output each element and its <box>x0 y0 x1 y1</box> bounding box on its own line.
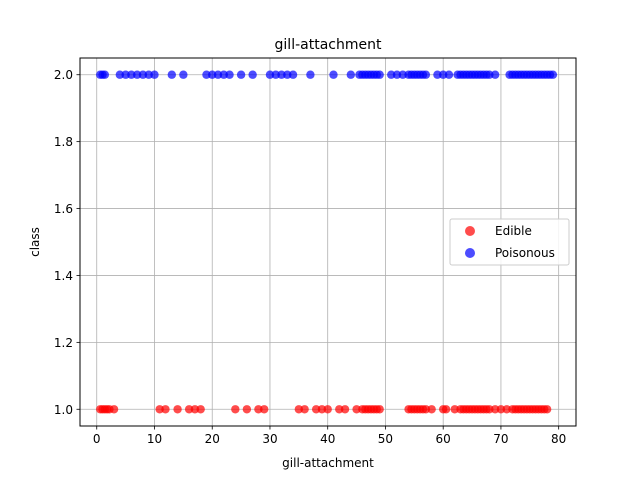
data-point-poisonous <box>132 70 142 79</box>
data-point-edible <box>323 405 332 414</box>
legend-marker-edible <box>465 226 475 236</box>
data-point-edible <box>300 405 309 414</box>
y-tick-label: 1.6 <box>54 202 73 216</box>
y-axis-ticks: 1.0 1.2 1.4 1.6 1.8 2.0 <box>54 68 80 417</box>
x-tick-label: 40 <box>320 432 335 446</box>
data-point-poisonous <box>144 70 153 79</box>
y-tick-label: 1.4 <box>54 269 73 283</box>
data-point-edible <box>375 405 384 414</box>
x-axis-label: gill-attachment <box>282 456 374 470</box>
data-point-edible <box>231 405 240 414</box>
data-point-edible <box>311 405 321 414</box>
data-point-edible <box>259 405 269 414</box>
data-point-edible <box>441 405 451 414</box>
data-point-edible <box>485 405 494 414</box>
data-point-poisonous <box>398 70 407 79</box>
data-point-poisonous <box>421 70 431 79</box>
legend: Edible Poisonous <box>449 218 570 266</box>
data-point-poisonous <box>283 70 292 79</box>
data-point-poisonous <box>167 70 177 79</box>
data-point-edible <box>496 405 506 414</box>
data-point-poisonous <box>438 70 448 79</box>
data-point-edible <box>196 405 205 414</box>
data-point-edible <box>242 405 252 414</box>
data-point-poisonous <box>329 70 338 79</box>
data-point-poisonous <box>485 70 494 79</box>
y-axis-label: class <box>28 227 42 257</box>
x-tick-label: 70 <box>493 432 508 446</box>
data-point-poisonous <box>127 70 136 79</box>
data-point-poisonous <box>392 70 402 79</box>
data-point-poisonous <box>277 70 286 79</box>
data-point-poisonous <box>265 70 275 79</box>
data-point-poisonous <box>179 70 188 79</box>
x-tick-label: 0 <box>93 432 101 446</box>
data-point-poisonous <box>219 70 228 79</box>
grid <box>80 58 576 426</box>
x-tick-label: 50 <box>378 432 393 446</box>
data-point-poisonous <box>202 70 211 79</box>
series-poisonous <box>96 70 558 79</box>
data-point-edible <box>161 405 170 414</box>
x-axis-ticks: 0 10 20 30 40 50 60 70 80 <box>93 426 566 446</box>
data-point-poisonous <box>306 70 315 79</box>
chart-title: gill-attachment <box>275 37 382 53</box>
y-tick-label: 1.8 <box>54 135 73 149</box>
data-point-poisonous <box>387 70 396 79</box>
x-tick-label: 20 <box>205 432 220 446</box>
y-tick-label: 1.0 <box>54 403 73 417</box>
data-point-poisonous <box>375 70 384 79</box>
data-point-poisonous <box>150 70 159 79</box>
data-point-poisonous <box>248 70 257 79</box>
data-point-edible <box>502 405 511 414</box>
legend-label-edible: Edible <box>495 224 532 238</box>
data-point-poisonous <box>548 70 558 79</box>
data-point-poisonous <box>271 70 280 79</box>
data-point-poisonous <box>433 70 442 79</box>
data-point-edible <box>294 405 304 414</box>
data-point-edible <box>155 405 164 414</box>
data-point-edible <box>450 405 459 414</box>
data-point-poisonous <box>138 70 148 79</box>
y-tick-label: 2.0 <box>54 68 73 82</box>
data-point-poisonous <box>288 70 298 79</box>
data-point-edible <box>490 405 500 414</box>
data-point-edible <box>173 405 182 414</box>
data-point-edible <box>109 405 119 414</box>
data-point-poisonous <box>208 70 217 79</box>
data-point-edible <box>184 405 194 414</box>
data-point-edible <box>190 405 200 414</box>
x-tick-label: 80 <box>551 432 566 446</box>
x-tick-label: 30 <box>262 432 277 446</box>
x-tick-label: 60 <box>436 432 451 446</box>
data-point-poisonous <box>115 70 125 79</box>
data-point-edible <box>340 405 350 414</box>
data-point-poisonous <box>346 70 356 79</box>
data-point-poisonous <box>236 70 246 79</box>
x-tick-label: 10 <box>147 432 162 446</box>
series-edible <box>96 405 552 414</box>
data-point-edible <box>335 405 344 414</box>
data-point-edible <box>352 405 361 414</box>
legend-box <box>449 218 570 266</box>
data-point-edible <box>542 405 552 414</box>
data-point-poisonous <box>213 70 223 79</box>
legend-marker-poisonous <box>465 248 475 258</box>
data-point-poisonous <box>444 70 454 79</box>
data-point-edible <box>254 405 263 414</box>
data-point-edible <box>427 405 436 414</box>
data-point-edible <box>317 405 327 414</box>
data-point-poisonous <box>225 70 234 79</box>
data-points <box>96 70 558 414</box>
data-point-poisonous <box>490 70 500 79</box>
data-point-edible <box>421 405 431 414</box>
data-point-poisonous <box>100 70 110 79</box>
y-tick-label: 1.2 <box>54 336 73 350</box>
data-point-poisonous <box>121 70 130 79</box>
legend-label-poisonous: Poisonous <box>495 246 555 260</box>
